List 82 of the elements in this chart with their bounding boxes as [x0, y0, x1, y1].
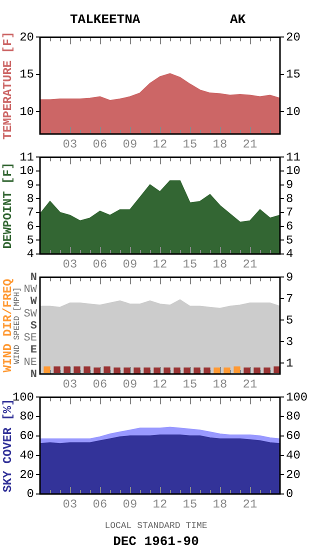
y-tick-label: 8 [26, 192, 34, 206]
x-tick-label: 18 [212, 137, 228, 152]
y-axis-title: TEMPERATURE [F] [1, 32, 16, 140]
x-tick-label: 15 [182, 377, 198, 392]
y2-tick-label: 1 [286, 356, 294, 370]
y2-tick-label: 60 [286, 429, 300, 444]
y-tick-label: 20 [20, 30, 34, 44]
x-tick-label: 12 [152, 497, 168, 512]
y-tick-label: 4 [26, 247, 34, 262]
text: N [30, 368, 37, 381]
x-tick-label: 03 [62, 497, 78, 512]
text: SE [24, 332, 38, 345]
y2-tick-label: 5 [286, 313, 294, 328]
y-tick-label: 20 [20, 468, 34, 482]
y2-tick-label: 7 [286, 292, 294, 306]
x-tick-label: 09 [122, 497, 138, 512]
y-tick-label: 80 [20, 410, 34, 424]
y2-tick-label: 9 [286, 178, 294, 192]
y2-tick-label: 80 [286, 410, 300, 424]
y2-tick-label: 15 [286, 68, 300, 82]
y2-axis-title: WIND SPEED [MPH] [13, 287, 22, 364]
y-axis-title: DEWPOINT [F] [1, 162, 16, 249]
x-tick-label: 15 [182, 497, 198, 512]
x-tick-label: 03 [62, 257, 78, 272]
text: NW [24, 284, 38, 296]
y-tick-label: 40 [20, 448, 34, 462]
x-tick-label: 21 [242, 257, 258, 272]
x-tick-label: 18 [212, 497, 228, 512]
y2-tick-label: 9 [286, 270, 294, 284]
y2-tick-label: 4 [286, 247, 294, 262]
y-tick-label: 60 [20, 429, 34, 444]
y2-tick-label: 100 [286, 390, 308, 404]
x-axis-title: LOCAL STANDARD TIME [104, 521, 208, 531]
y-tick-label: 5 [26, 233, 34, 248]
x-tick-label: 09 [122, 257, 138, 272]
text: NE [24, 356, 38, 369]
y-tick-label: 15 [20, 68, 34, 82]
y2-tick-label: 3 [286, 334, 294, 349]
y2-tick-label: 10 [286, 104, 300, 119]
x-tick-label: 18 [212, 377, 228, 392]
x-tick-label: 06 [92, 497, 108, 512]
x-tick-label: 21 [242, 377, 258, 392]
x-tick-label: 15 [182, 257, 198, 272]
y2-tick-label: 20 [286, 30, 300, 44]
x-tick-label: 18 [212, 257, 228, 272]
chart-title: TALKEETNA [70, 12, 140, 27]
y-tick-label: 9 [26, 178, 34, 192]
x-tick-label: 09 [122, 377, 138, 392]
y2-tick-label: 7 [286, 206, 294, 220]
y2-tick-label: 11 [286, 150, 300, 164]
text: DEC 1961-90 [112, 534, 200, 549]
x-tick-label: 15 [182, 137, 198, 152]
y-tick-label: 6 [26, 220, 34, 234]
y2-tick-label: 40 [286, 448, 300, 462]
x-tick-label: 09 [122, 137, 138, 152]
x-tick-label: 06 [92, 377, 108, 392]
y2-tick-label: 6 [286, 220, 294, 234]
y-tick-label: 10 [20, 164, 34, 178]
text: N [30, 272, 37, 284]
y-tick-label: 7 [26, 206, 34, 220]
text: E [30, 344, 38, 357]
chart-subtitle: AK [230, 12, 246, 27]
x-tick-label: 03 [62, 377, 78, 392]
y2-tick-label: 8 [286, 192, 294, 206]
y2-tick-label: 20 [286, 468, 300, 482]
y-tick-label: 10 [20, 104, 34, 119]
x-tick-label: 12 [152, 377, 168, 392]
x-tick-label: 21 [242, 497, 258, 512]
text: S [30, 320, 38, 332]
x-tick-label: 12 [152, 137, 168, 152]
text: SW [24, 308, 38, 320]
text: W [30, 296, 38, 308]
y2-tick-label: 10 [286, 164, 300, 178]
x-tick-label: 06 [92, 137, 108, 152]
x-tick-label: 06 [92, 257, 108, 272]
y-tick-label: 0 [26, 487, 34, 502]
y2-tick-label: 0 [286, 487, 294, 502]
y-tick-label: 11 [20, 150, 34, 164]
y2-tick-label: 5 [286, 233, 294, 248]
x-tick-label: 21 [242, 137, 258, 152]
x-tick-label: 12 [152, 257, 168, 272]
x-tick-label: 03 [62, 137, 78, 152]
